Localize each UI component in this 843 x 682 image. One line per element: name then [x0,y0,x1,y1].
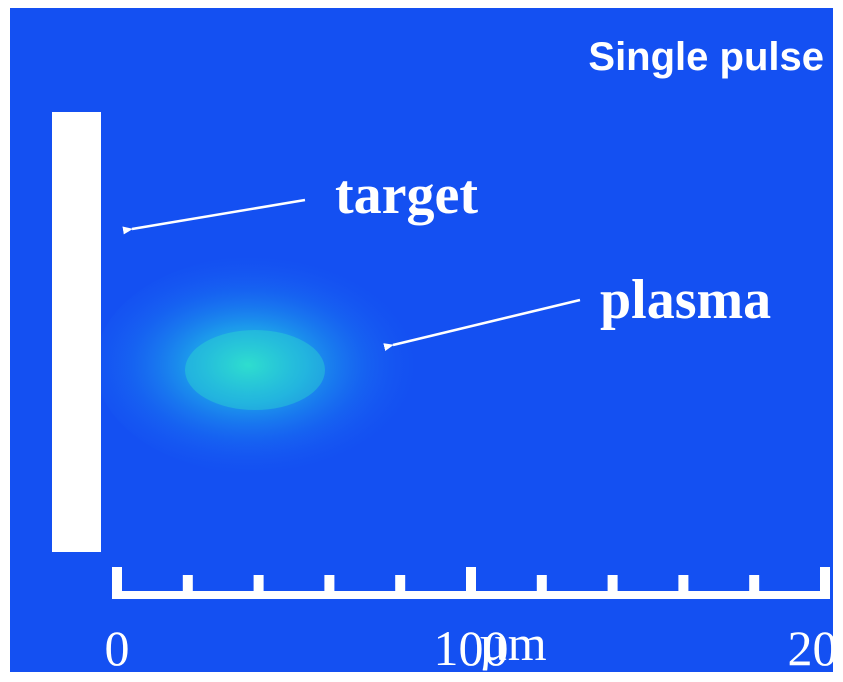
scale-tick [183,575,193,595]
scale-tick [112,567,122,595]
image: Single pulse target plasma 0100200µm [0,0,843,682]
scale-tick [324,575,334,595]
scale-tick [466,567,476,595]
scale-unit: µm [479,615,547,671]
scale-tick [608,575,618,595]
plasma-core [185,330,325,410]
scale-label: 0 [105,620,130,676]
scale-label: 200 [788,620,843,676]
scale-tick [537,575,547,595]
scale-tick [678,575,688,595]
title: Single pulse [588,35,824,79]
plasma-label: plasma [600,269,771,331]
target-label: target [335,164,478,226]
target-bar [52,112,101,552]
scale-tick [749,575,759,595]
scale-tick [254,575,264,595]
scale-tick [395,575,405,595]
scale-tick [820,567,830,595]
